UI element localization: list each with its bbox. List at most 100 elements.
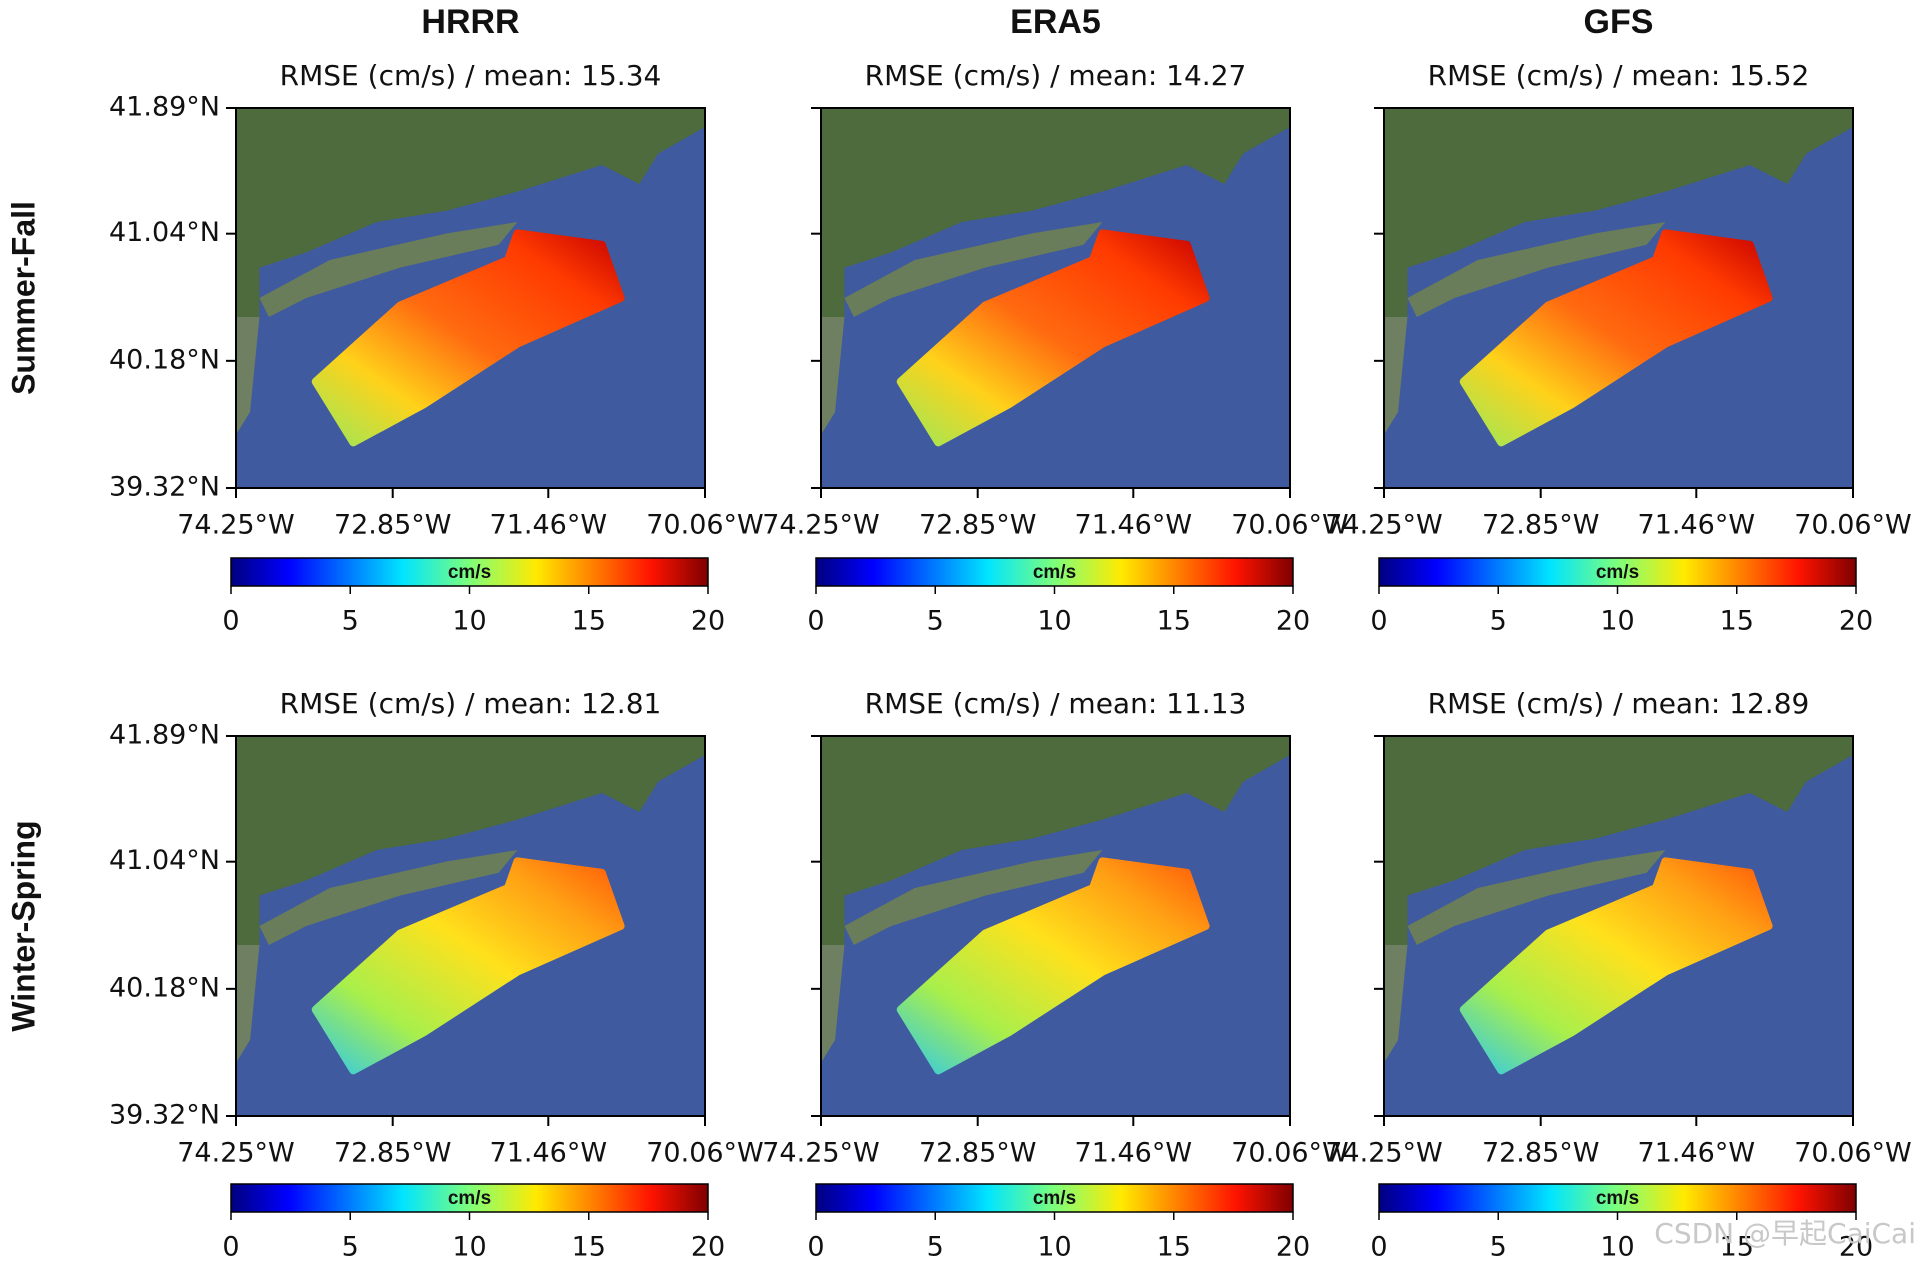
rmse-field <box>311 857 625 1075</box>
land <box>1407 222 1666 317</box>
plot-frame <box>820 735 1291 1117</box>
colorbar-tick-label: 15 <box>1157 1232 1191 1263</box>
colorbar <box>1378 1183 1857 1213</box>
x-tick-label: 70.06°W <box>1794 1138 1912 1169</box>
colorbar <box>230 557 709 587</box>
land <box>236 317 260 435</box>
plot-frame <box>1383 735 1854 1117</box>
x-tick-label: 74.25°W <box>1325 510 1443 541</box>
rmse-field <box>1459 229 1773 447</box>
x-tick-label: 72.85°W <box>919 510 1037 541</box>
colorbar-tick-label: 5 <box>342 1232 359 1263</box>
land <box>1384 317 1408 435</box>
y-tick-label: 41.89°N <box>109 720 220 751</box>
colorbar-tick-label: 15 <box>1720 606 1754 637</box>
x-tick-label: 71.46°W <box>1638 510 1756 541</box>
x-tick-label: 70.06°W <box>646 1138 764 1169</box>
rmse-field <box>1459 857 1773 1075</box>
x-tick-label: 72.85°W <box>334 1138 452 1169</box>
x-tick-label: 70.06°W <box>1794 510 1912 541</box>
x-tick-label: 71.46°W <box>1075 510 1193 541</box>
plot-frame <box>820 107 1291 489</box>
x-tick-label: 71.46°W <box>490 1138 608 1169</box>
colorbar-tick-label: 0 <box>807 606 824 637</box>
colorbar-tick-label: 15 <box>1157 606 1191 637</box>
panel-title: RMSE (cm/s) / mean: 15.34 <box>280 59 662 92</box>
x-tick-label: 74.25°W <box>762 1138 880 1169</box>
colorbar-tick-label: 5 <box>1490 606 1507 637</box>
x-tick-label: 71.46°W <box>1075 1138 1193 1169</box>
land <box>821 736 1290 964</box>
colorbar-tick-label: 0 <box>222 606 239 637</box>
y-tick-label: 39.32°N <box>109 1100 220 1131</box>
y-tick-label: 41.89°N <box>109 92 220 123</box>
colorbar-tick-label: 5 <box>1490 1232 1507 1263</box>
colorbar-label: cm/s <box>448 562 491 583</box>
colorbar-tick-label: 10 <box>452 1232 486 1263</box>
plot-frame <box>235 735 706 1117</box>
column-title: HRRR <box>421 3 519 41</box>
land <box>844 850 1103 945</box>
colorbar-tick-label: 10 <box>1037 1232 1071 1263</box>
colorbar-tick-label: 10 <box>1600 1232 1634 1263</box>
land <box>1384 736 1853 964</box>
column-title: GFS <box>1584 3 1654 41</box>
rmse-field <box>311 229 625 447</box>
y-tick-label: 41.04°N <box>109 217 220 248</box>
colorbar-tick-label: 20 <box>1839 606 1873 637</box>
colorbar-label: cm/s <box>1596 562 1639 583</box>
x-tick-label: 70.06°W <box>646 510 764 541</box>
land <box>821 108 1290 336</box>
colorbar-tick-label: 5 <box>927 1232 944 1263</box>
rmse-field <box>896 229 1210 447</box>
panel-title: RMSE (cm/s) / mean: 12.81 <box>280 687 662 720</box>
land <box>1384 108 1853 336</box>
x-tick-label: 72.85°W <box>1482 1138 1600 1169</box>
colorbar-tick-label: 20 <box>691 606 725 637</box>
x-tick-label: 71.46°W <box>1638 1138 1756 1169</box>
x-tick-label: 74.25°W <box>177 510 295 541</box>
x-tick-label: 71.46°W <box>490 510 608 541</box>
x-tick-label: 72.85°W <box>1482 510 1600 541</box>
x-tick-label: 74.25°W <box>762 510 880 541</box>
colorbar-tick-label: 15 <box>1720 1232 1754 1263</box>
column-title: ERA5 <box>1010 3 1101 41</box>
colorbar-tick-label: 20 <box>1276 1232 1310 1263</box>
panel-title: RMSE (cm/s) / mean: 14.27 <box>865 59 1247 92</box>
x-tick-label: 74.25°W <box>1325 1138 1443 1169</box>
colorbar-label: cm/s <box>1033 1188 1076 1209</box>
rmse-field <box>896 857 1210 1075</box>
land <box>821 317 845 435</box>
x-tick-label: 74.25°W <box>177 1138 295 1169</box>
colorbar-tick-label: 15 <box>572 606 606 637</box>
land <box>259 850 518 945</box>
x-tick-label: 70.06°W <box>1231 1138 1349 1169</box>
panel-title: RMSE (cm/s) / mean: 11.13 <box>865 687 1247 720</box>
colorbar-tick-label: 20 <box>1839 1232 1873 1263</box>
colorbar-tick-label: 0 <box>1370 606 1387 637</box>
watermark: CSDN @早起CaiCai <box>1654 1217 1916 1250</box>
colorbar-tick-label: 0 <box>807 1232 824 1263</box>
land <box>236 945 260 1063</box>
panel-title: RMSE (cm/s) / mean: 15.52 <box>1428 59 1810 92</box>
land <box>1407 850 1666 945</box>
colorbar-tick-label: 20 <box>1276 606 1310 637</box>
row-label: Winter-Spring <box>5 820 41 1031</box>
y-tick-label: 39.32°N <box>109 472 220 503</box>
plot-frame <box>235 107 706 489</box>
y-tick-label: 40.18°N <box>109 344 220 375</box>
colorbar-tick-label: 10 <box>1600 606 1634 637</box>
row-label: Summer-Fall <box>5 201 41 395</box>
land <box>259 222 518 317</box>
colorbar-tick-label: 10 <box>452 606 486 637</box>
land <box>844 222 1103 317</box>
x-tick-label: 72.85°W <box>919 1138 1037 1169</box>
colorbar-tick-label: 15 <box>572 1232 606 1263</box>
plot-frame <box>1383 107 1854 489</box>
land <box>236 108 705 336</box>
land <box>236 736 705 964</box>
colorbar-tick-label: 5 <box>342 606 359 637</box>
x-tick-label: 72.85°W <box>334 510 452 541</box>
panel-title: RMSE (cm/s) / mean: 12.89 <box>1428 687 1810 720</box>
